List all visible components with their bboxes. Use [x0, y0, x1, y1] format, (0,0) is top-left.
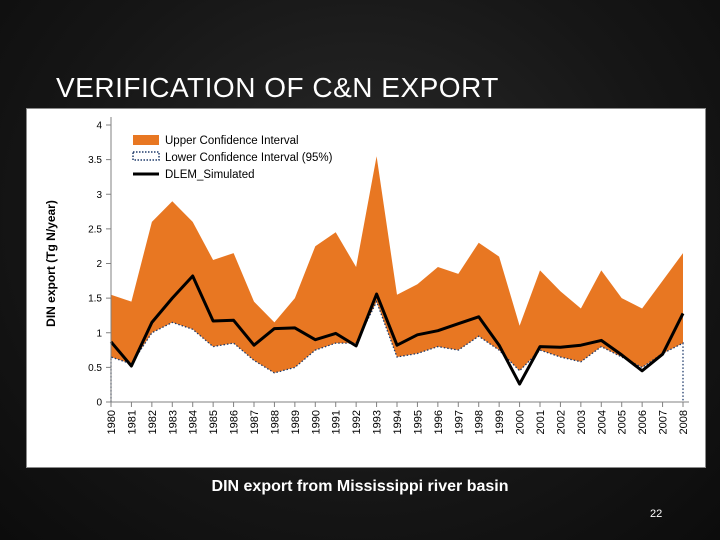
x-tick-label: 1998: [474, 410, 486, 434]
y-tick-label: 2: [96, 259, 102, 270]
y-tick-label: 0.5: [88, 363, 102, 374]
y-tick-label: 1: [96, 328, 102, 339]
x-tick-label: 2002: [555, 410, 567, 434]
x-tick-label: 1999: [494, 410, 506, 434]
y-tick-label: 4: [96, 121, 102, 132]
y-tick-label: 1.5: [88, 294, 102, 305]
x-tick-label: 1997: [453, 410, 465, 434]
x-tick-label: 1989: [290, 410, 302, 434]
x-tick-label: 2008: [678, 410, 690, 434]
dlem-simulated-line: [109, 274, 685, 386]
x-tick-label: 2007: [658, 410, 670, 434]
x-tick-label: 1983: [167, 410, 179, 434]
y-tick-label: 0: [96, 398, 102, 409]
x-tick-label: 1993: [372, 410, 384, 434]
x-tick-label: 2001: [535, 410, 547, 434]
y-axis-label: DIN export (Tg N/year): [44, 200, 58, 327]
confidence-band-area: [111, 156, 683, 373]
x-tick-label: 2000: [515, 410, 527, 434]
slide-title: VERIFICATION OF C&N EXPORT: [56, 72, 499, 103]
legend-swatch-lower: [132, 151, 160, 161]
chart-caption: DIN export from Mississippi river basin: [211, 478, 509, 495]
lower-ci-dotted-line: [110, 299, 684, 402]
legend-label-simulated: DLEM_Simulated: [165, 169, 254, 181]
x-tick-label: 1984: [188, 410, 200, 434]
x-tick-label: 1995: [412, 410, 424, 434]
y-tick-label: 2.5: [88, 224, 102, 235]
confidence-band-layer: [111, 156, 683, 373]
chart-legend: Upper Confidence Interval Lower Confidenc…: [132, 135, 333, 181]
x-tick-label: 1992: [351, 410, 363, 434]
legend-label-lower: Lower Confidence Interval (95%): [165, 152, 333, 164]
x-tick-label: 1986: [229, 410, 241, 434]
simulated-line-layer: [109, 274, 685, 402]
din-export-chart: 0 0.5 1 1.5 2 2.5 3 3.5 4 1980 1981 1982 1983 1984 198…: [44, 117, 690, 434]
x-tick-label: 1980: [106, 410, 118, 434]
x-tick-label: 1996: [433, 410, 445, 434]
x-tick-label: 2004: [596, 410, 608, 434]
legend-label-upper: Upper Confidence Interval: [165, 135, 299, 147]
x-tick-label: 2006: [637, 410, 649, 434]
x-tick-label: 1987: [249, 410, 261, 434]
x-tick-label: 1994: [392, 410, 404, 434]
x-tick-label: 1981: [126, 410, 138, 434]
x-tick-label: 1985: [208, 410, 220, 434]
legend-swatch-upper: [133, 135, 159, 145]
chart-frame: 0 0.5 1 1.5 2 2.5 3 3.5 4 1980 1981 1982 1983 1984 198…: [26, 108, 706, 468]
x-tick-label: 2003: [576, 410, 588, 434]
page-number: 22: [650, 508, 663, 520]
axis-layer: 0 0.5 1 1.5 2 2.5 3 3.5 4 1980 1981 1982 1983 1984 198…: [88, 117, 690, 434]
x-tick-label: 1982: [147, 410, 159, 434]
x-tick-label: 1991: [331, 410, 343, 434]
x-tick-label: 1990: [310, 410, 322, 434]
x-tick-label: 2005: [617, 410, 629, 434]
x-tick-label: 1988: [269, 410, 281, 434]
y-tick-label: 3.5: [88, 155, 102, 166]
y-tick-label: 3: [96, 190, 102, 201]
